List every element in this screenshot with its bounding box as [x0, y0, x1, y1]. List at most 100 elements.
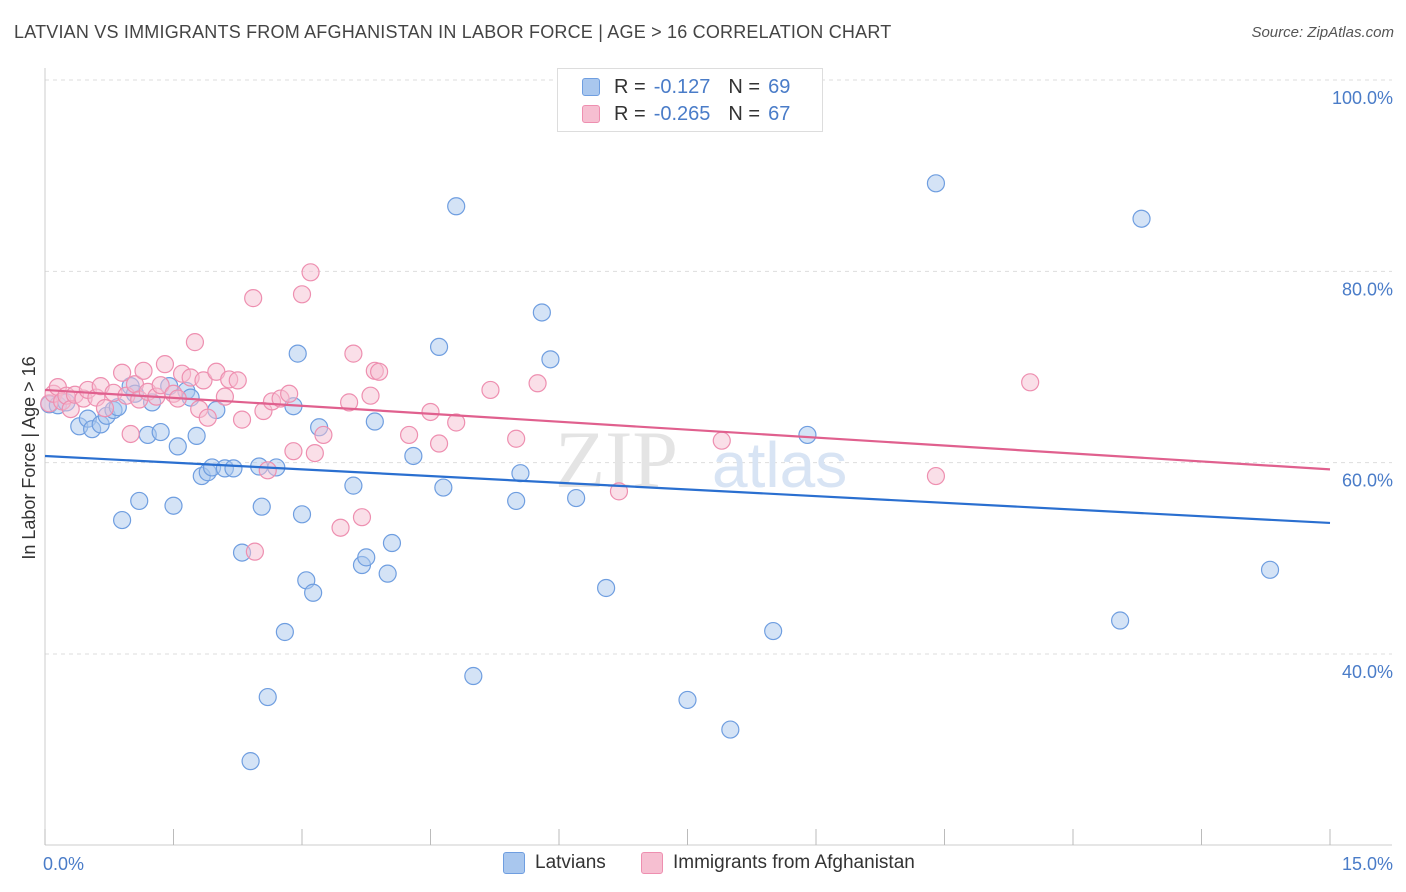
y-axis-title: In Labor Force | Age > 16 [19, 356, 39, 559]
afghanistan-point [258, 461, 277, 480]
y-tick-label: 100.0% [1332, 88, 1393, 108]
latvian-point [764, 621, 783, 641]
legend-n-value: 69 [768, 75, 791, 98]
latvian-point [365, 412, 384, 431]
afghanistan-point [185, 333, 205, 352]
afghanistan-point [421, 402, 440, 422]
afghanistan-point [232, 410, 252, 429]
latvian-point [541, 350, 560, 369]
latvian-point [151, 422, 170, 442]
latvian-point [464, 666, 483, 686]
afghanistan-point [292, 285, 312, 304]
latvian-point [434, 478, 453, 497]
latvian-point [721, 720, 740, 739]
legend-row-afghanistan: R = -0.265 N = 67 [582, 101, 790, 127]
y-tick-label: 60.0% [1342, 471, 1393, 491]
afghanistan-point [245, 542, 264, 561]
afghanistan-point [331, 518, 350, 537]
afghanistan-point [712, 431, 731, 450]
legend-r-value: -0.127 [653, 75, 711, 98]
afghanistan-point [429, 434, 449, 453]
latvian-point [378, 564, 397, 583]
afghanistan-point [95, 399, 115, 418]
series-label-afghanistan: Immigrants from Afghanistan [673, 852, 915, 873]
afghanistan-point [481, 380, 500, 400]
latvian-point [1111, 611, 1130, 630]
latvian-point [288, 344, 307, 363]
series-swatch-latvians [503, 852, 525, 874]
chart-title: LATVIAN VS IMMIGRANTS FROM AFGHANISTAN I… [14, 22, 892, 42]
series-legend: Latvians Immigrants from Afghanistan [0, 852, 1406, 876]
latvian-point [130, 491, 149, 511]
series-legend-afghanistan: Immigrants from Afghanistan [641, 852, 915, 874]
series-label-latvians: Latvians [535, 852, 606, 873]
afghanistan-point [507, 429, 526, 448]
legend-row-latvians: R = -0.127 N = 69 [582, 74, 790, 100]
latvian-point [798, 425, 817, 445]
latvian-point [382, 533, 402, 553]
legend-n-label: N = [728, 102, 761, 125]
series-swatch-afghanistan [641, 852, 663, 874]
legend-r-label: R = [614, 75, 646, 98]
afghanistan-point [244, 289, 263, 308]
series-afghanistan [40, 263, 1040, 561]
y-tick-label: 80.0% [1342, 279, 1393, 299]
correlation-legend: R = -0.127 N = 69 R = -0.265 N = 67 [557, 68, 823, 132]
afghanistan-point [1021, 373, 1040, 392]
afghanistan-trend-line [44, 388, 1331, 471]
latvian-point [926, 174, 946, 193]
x-tick-label: 0.0% [43, 854, 84, 874]
afghanistan-point [215, 387, 234, 406]
latvian-point [447, 197, 466, 216]
legend-n-label: N = [728, 75, 761, 98]
y-tick-label: 40.0% [1342, 662, 1393, 682]
latvian-point [597, 578, 616, 598]
afghanistan-point [352, 508, 372, 527]
source-label: Source: ZipAtlas.com [1251, 24, 1394, 41]
latvian-point [678, 690, 697, 710]
afghanistan-point [284, 442, 303, 461]
legend-swatch-latvians [582, 78, 600, 96]
latvian-point [187, 426, 206, 445]
latvian-point [357, 548, 376, 567]
latvian-point [404, 446, 423, 466]
latvian-point [258, 687, 277, 707]
afghanistan-point [198, 408, 217, 427]
latvian-point [168, 437, 187, 456]
afghanistan-point [314, 425, 333, 445]
gridlines [45, 79, 1392, 655]
legend-r-value: -0.265 [653, 102, 711, 125]
latvian-point [164, 496, 183, 515]
watermark-atlas: atlas [712, 429, 847, 501]
afghanistan-point [447, 413, 466, 432]
latvian-point [532, 303, 551, 322]
legend-swatch-afghanistan [582, 105, 600, 123]
latvian-point [1260, 560, 1280, 579]
afghanistan-point [280, 384, 299, 403]
tick-labels: 100.0% 80.0% 60.0% 40.0% 0.0% 15.0% [43, 88, 1393, 874]
latvian-point [224, 459, 243, 478]
afghanistan-point [926, 466, 946, 486]
latvian-point [344, 476, 363, 495]
trend-lines [44, 388, 1331, 525]
afghanistan-point [134, 361, 153, 380]
afghanistan-point [112, 363, 132, 382]
latvian-point [112, 510, 132, 530]
data-points [40, 174, 1280, 771]
afghanistan-point [370, 362, 389, 381]
afghanistan-point [121, 424, 140, 444]
latvian-point [304, 583, 323, 602]
series-legend-latvians: Latvians [503, 852, 606, 874]
afghanistan-point [528, 374, 547, 393]
latvian-point [567, 488, 586, 508]
x-tick-label: 15.0% [1342, 854, 1393, 874]
afghanistan-point [194, 371, 213, 390]
latvian-point [429, 337, 449, 357]
latvian-point [275, 622, 294, 642]
latvian-point [252, 497, 271, 516]
afghanistan-point [340, 393, 359, 412]
latvian-point [511, 464, 530, 483]
afghanistan-point [155, 355, 175, 374]
latvian-point [507, 491, 526, 511]
